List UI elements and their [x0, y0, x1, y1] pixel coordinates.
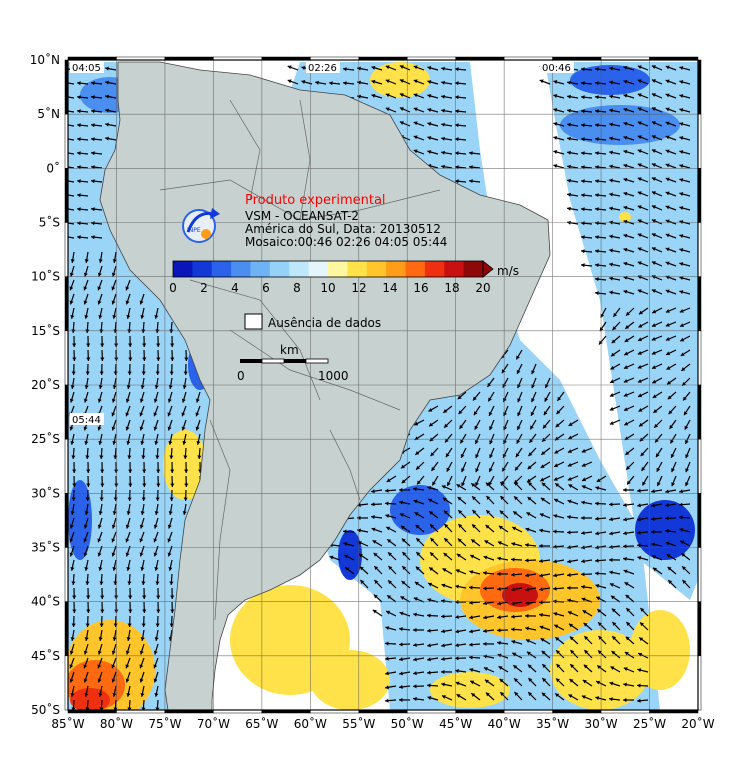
scale-start: 0 [237, 369, 245, 383]
longitude-label: 50˚W [391, 716, 424, 731]
scale-end: 1000 [318, 369, 349, 383]
info-block: INPE Produto experimental VSM - OCEANSAT… [182, 193, 447, 249]
colorbar-segment [289, 261, 310, 277]
colorbar-segment [192, 261, 213, 277]
latitude-label: 10˚S [31, 269, 60, 284]
colorbar-segment [405, 261, 426, 277]
colorbar-tick: 20 [475, 281, 490, 295]
longitude-label: 85˚W [51, 716, 84, 731]
colorbar-segment [424, 261, 445, 277]
colorbar-tick: 6 [262, 281, 270, 295]
colorbar-segment [328, 261, 348, 277]
colorbar [172, 260, 494, 278]
mosaic-times: Mosaico:00:46 02:26 04:05 05:44 [245, 235, 447, 249]
map-frame [64, 56, 702, 714]
colorbar-tick: 12 [351, 281, 366, 295]
colorbar-unit: m/s [497, 264, 519, 278]
colorbar-segment [250, 261, 271, 277]
pass-time-labels: 04:05 02:26 00:46 05:44 [70, 61, 574, 426]
colorbar-segment [173, 261, 193, 277]
longitude-label: 35˚W [536, 716, 569, 731]
colorbar-tick: 0 [169, 281, 177, 295]
product-title: VSM - OCEANSAT-2 [245, 209, 359, 223]
longitude-label: 30˚W [585, 716, 618, 731]
colorbar-segment [347, 261, 368, 277]
latitude-label: 45˚S [31, 648, 60, 663]
latitude-label: 30˚S [31, 485, 60, 500]
region-date: América do Sul, Data: 20130512 [245, 222, 441, 236]
colorbar-tick-labels: 0 2 4 6 8 10 12 14 16 18 20 [169, 281, 490, 295]
no-data-label: Ausência de dados [268, 316, 381, 330]
longitude-label: 20˚W [681, 716, 714, 731]
latitude-label: 35˚S [31, 540, 60, 555]
colorbar-tick: 14 [382, 281, 397, 295]
colorbar-segment [463, 261, 484, 277]
colorbar-tick: 2 [200, 281, 208, 295]
no-data-legend: Ausência de dados [244, 313, 381, 330]
colorbar-segment [366, 261, 387, 277]
colorbar-segment [231, 261, 251, 277]
scale-bar: km 0 1000 [237, 343, 349, 383]
scale-unit: km [280, 343, 299, 357]
colorbar-tick: 8 [293, 281, 301, 295]
latitude-label: 15˚S [31, 323, 60, 338]
latitude-labels: 10˚N 5˚N 0˚ 5˚S 10˚S 15˚S 20˚S 25˚S 30˚S 35˚S 40˚S… [30, 52, 60, 717]
longitude-label: 75˚W [148, 716, 181, 731]
latitude-label: 25˚S [31, 431, 60, 446]
latitude-label: 40˚S [31, 594, 60, 609]
experimental-label: Produto experimental [245, 193, 386, 208]
colorbar-segment [211, 261, 232, 277]
latitude-label: 20˚S [31, 377, 60, 392]
no-data-swatch [244, 313, 263, 330]
longitude-label: 80˚W [100, 716, 133, 731]
pass-time-label: 00:46 [542, 63, 571, 74]
longitude-label: 40˚W [488, 716, 521, 731]
latitude-label: 5˚S [39, 215, 60, 230]
colorbar-segment [308, 261, 329, 277]
latitude-label: 5˚N [37, 106, 60, 121]
logo-text: INPE [187, 227, 201, 234]
pass-time-label: 04:05 [72, 63, 101, 74]
longitude-labels: 85˚W 80˚W 75˚W 70˚W 65˚W 60˚W 55˚W 50˚W 45˚W 40˚W… [51, 716, 714, 731]
inpe-logo: INPE [182, 208, 220, 243]
longitude-label: 60˚W [294, 716, 327, 731]
wind-speed-patches [68, 62, 690, 710]
pass-time-label: 05:44 [72, 415, 101, 426]
longitude-label: 55˚W [342, 716, 375, 731]
colorbar-tick: 10 [320, 281, 335, 295]
longitude-label: 70˚W [197, 716, 230, 731]
latitude-label: 50˚S [31, 702, 60, 717]
longitude-label: 65˚W [245, 716, 278, 731]
colorbar-segment [269, 261, 290, 277]
colorbar-segment [444, 261, 465, 277]
longitude-label: 45˚W [439, 716, 472, 731]
colorbar-tick: 4 [231, 281, 239, 295]
latitude-label: 10˚N [30, 52, 60, 67]
latitude-label: 0˚ [46, 160, 60, 175]
colorbar-tick: 16 [413, 281, 428, 295]
colorbar-tick: 18 [444, 281, 459, 295]
colorbar-segment [386, 261, 406, 277]
longitude-label: 25˚W [633, 716, 666, 731]
wind-vector-field [68, 65, 691, 710]
pass-time-label: 02:26 [308, 63, 337, 74]
